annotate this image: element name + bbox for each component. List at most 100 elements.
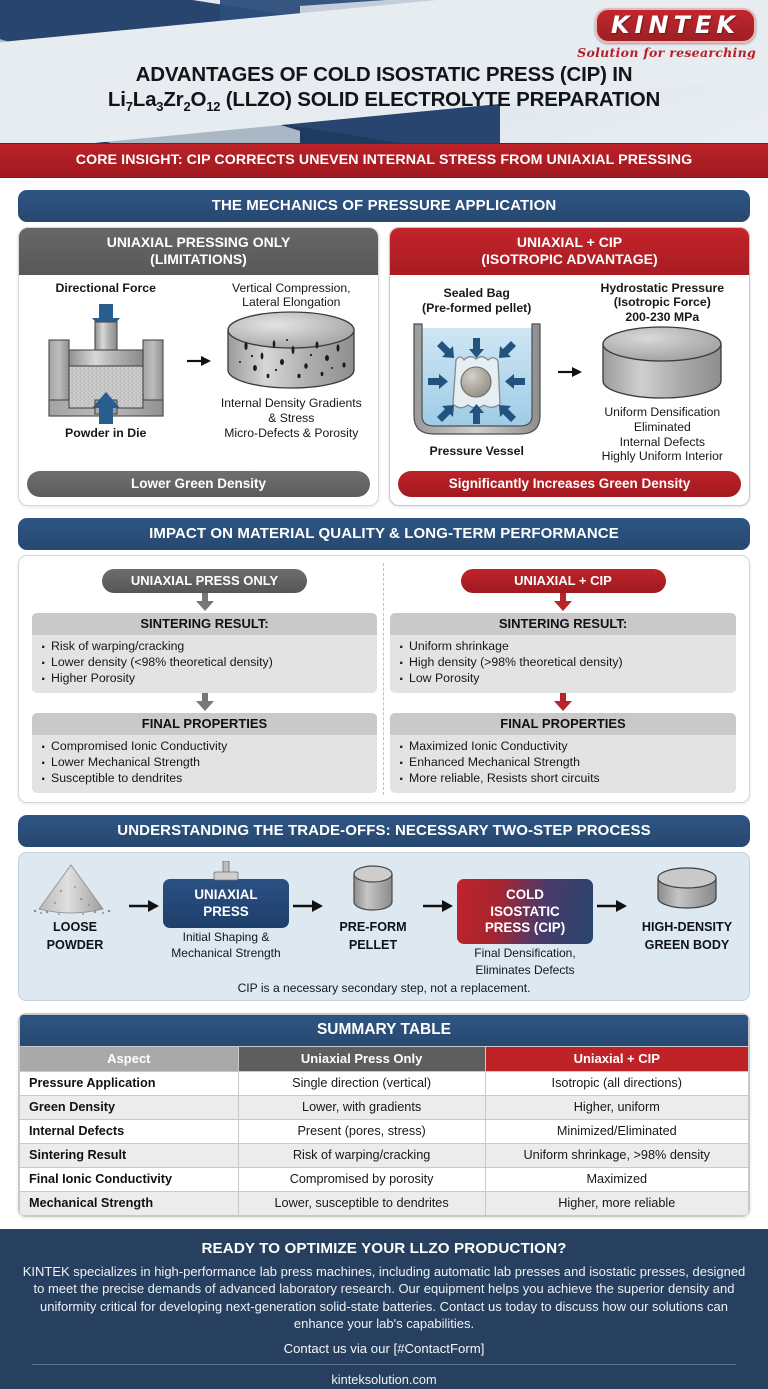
sintering-result-header-left: SINTERING RESULT: [32, 613, 377, 636]
uniform-densification-line4: Highly Uniform Interior [601, 449, 723, 464]
uniaxial-cip-header-line2: (ISOTROPIC ADVANTAGE) [481, 250, 658, 267]
cta-title: READY TO OPTIMIZE YOUR LLZO PRODUCTION? [201, 1240, 567, 1258]
micro-defects-line: Micro-Defects & Porosity [224, 426, 359, 441]
impact-col-uniaxial: UNIAXIAL PRESS ONLY SINTERING RESULT: Ri… [26, 563, 384, 796]
impact-col-cip: UNIAXIAL + CIP SINTERING RESULT: Uniform… [384, 563, 742, 795]
final-properties-header-left: FINAL PROPERTIES [32, 713, 377, 736]
hydrostatic-pressure-line1: Hydrostatic Pressure [600, 280, 725, 295]
die-press-diagram-wrap: Directional Force [25, 281, 186, 441]
table-cell-uniaxial: Risk of warping/cracking [237, 1143, 486, 1169]
uniform-densification-line2: Eliminated [633, 419, 691, 434]
powder-in-die-label: Powder in Die [65, 425, 147, 440]
uniaxial-press-box[interactable]: UNIAXIAL PRESS [163, 879, 289, 928]
flow-step-uniaxial-press: UNIAXIAL PRESS Initial Shaping & Mechani… [163, 861, 289, 960]
pressure-vessel-icon [396, 316, 557, 444]
green-body-icon-wrap [631, 861, 743, 917]
summary-table-header-row: Aspect Uniaxial Press Only Uniaxial + CI… [19, 1046, 749, 1073]
summary-table-wrap: SUMMARY TABLE Aspect Uniaxial Press Only… [18, 1013, 750, 1218]
sealed-bag-line1: Sealed Bag [443, 286, 510, 301]
impact-section-title: IMPACT ON MATERIAL QUALITY & LONG-TERM P… [18, 518, 750, 551]
density-gradient-line2: & Stress [268, 411, 315, 426]
uniaxial-only-header-line2: (LIMITATIONS) [150, 250, 247, 267]
final-properties-box-right: FINAL PROPERTIES Maximized Ionic Conduct… [390, 713, 736, 794]
process-section: UNDERSTANDING THE TRADE-OFFS: NECESSARY … [18, 815, 750, 1002]
list-item: High density (>98% theoretical density) [399, 655, 729, 672]
table-cell-uniaxial: Lower, susceptible to dendrites [237, 1191, 486, 1217]
title-line-2-rest: (LLZO) SOLID ELECTROLYTE PREPARATION [225, 88, 661, 112]
table-row: Pressure Application Single direction (v… [19, 1071, 749, 1097]
page-header: KINTEK Solution for researching ADVANTAG… [0, 0, 768, 143]
table-cell-cip: Maximized [484, 1167, 749, 1193]
sintering-result-box-right: SINTERING RESULT: Uniform shrinkage High… [390, 613, 736, 694]
footer-url[interactable]: kinteksolution.com [331, 1372, 437, 1388]
cta-body: KINTEK specializes in high-performance l… [22, 1264, 746, 1331]
preform-pellet-icon-wrap [327, 861, 419, 917]
arrow-down-icon [195, 593, 214, 612]
arrow-right-icon [293, 900, 323, 913]
cta-contact-link[interactable]: Contact us via our [#ContactForm] [283, 1341, 485, 1357]
cip-box-line2: ISOSTATIC [490, 903, 560, 919]
list-item: Risk of warping/cracking [41, 639, 370, 656]
logo-wordmark: KINTEK [611, 11, 740, 39]
die-press-icon [25, 296, 186, 426]
cip-box-line3: PRESS (CIP) [484, 919, 566, 935]
uniaxial-only-card: UNIAXIAL PRESSING ONLY (LIMITATIONS) Dir… [18, 227, 379, 507]
table-cell-aspect: Green Density [19, 1095, 239, 1121]
sintering-result-header-right: SINTERING RESULT: [390, 613, 736, 636]
sintering-result-box-left: SINTERING RESULT: Risk of warping/cracki… [32, 613, 377, 694]
arrow-right-icon [186, 355, 211, 366]
flow-step-preform-pellet: PRE-FORM PELLET [327, 861, 419, 953]
arrow-down-icon [554, 593, 572, 612]
formula-li-n: 7 [125, 99, 133, 115]
density-gradient-line1: Internal Density Gradients [220, 396, 362, 411]
formula-la: La [132, 88, 157, 112]
list-item: Susceptible to dendrites [41, 771, 370, 788]
cip-sub-2: Eliminates Defects [475, 962, 575, 977]
final-properties-list-right: Maximized Ionic Conductivity Enhanced Me… [390, 735, 736, 793]
process-section-title: UNDERSTANDING THE TRADE-OFFS: NECESSARY … [18, 815, 750, 848]
process-arrow-2 [293, 861, 323, 913]
summary-table-title: SUMMARY TABLE [19, 1014, 749, 1048]
title-line-1: ADVANTAGES OF COLD ISOSTATIC PRESS (CIP)… [135, 63, 633, 86]
uniform-densification-line3: Internal Defects [619, 434, 705, 449]
uniaxial-cip-header-line1: UNIAXIAL + CIP [516, 234, 623, 250]
process-flow-note: CIP is a necessary secondary step, not a… [237, 981, 531, 996]
table-row: Internal Defects Present (pores, stress)… [19, 1119, 749, 1145]
final-properties-box-left: FINAL PROPERTIES Compromised Ionic Condu… [32, 713, 377, 794]
process-flow-row: LOOSE POWDER [25, 861, 743, 977]
flow-step-cip: COLD ISOSTATIC PRESS (CIP) Final Densifi… [457, 861, 593, 977]
vertical-compression-line1: Vertical Compression, [232, 280, 351, 295]
formula-la-n: 3 [156, 99, 164, 115]
logo-tagline: Solution for researching [577, 45, 756, 60]
arrow-right-icon [597, 900, 627, 913]
kintek-logo[interactable]: KINTEK Solution for researching [570, 8, 756, 60]
arrow-down-icon [554, 693, 572, 712]
final-properties-list-left: Compromised Ionic Conductivity Lower Mec… [32, 735, 377, 793]
logo-badge: KINTEK [595, 8, 756, 43]
lower-green-density-badge: Lower Green Density [27, 471, 370, 498]
flow-label-preform-2: PELLET [348, 938, 398, 953]
formula-o-n: 12 [206, 99, 221, 115]
table-cell-aspect: Mechanical Strength [19, 1191, 239, 1217]
table-cell-uniaxial: Present (pores, stress) [237, 1119, 486, 1145]
table-row: Final Ionic Conductivity Compromised by … [19, 1167, 749, 1193]
table-cell-cip: Higher, uniform [484, 1095, 749, 1121]
sealed-bag-line2: (Pre-formed pellet) [422, 301, 532, 316]
cip-flow-arrow [557, 365, 582, 379]
table-cell-uniaxial: Compromised by porosity [237, 1167, 486, 1193]
arrow-right-icon [129, 900, 159, 913]
formula-zr: Zr [163, 88, 184, 112]
press-ram-icon [213, 861, 239, 881]
vertical-compression-line2: Lateral Elongation [242, 295, 341, 310]
uniaxial-press-box-line2: PRESS [203, 903, 249, 919]
uniform-pellet-svg [602, 326, 722, 399]
cip-sub-1: Final Densification, [474, 946, 576, 961]
core-insight-banner: CORE INSIGHT: CIP CORRECTS UNEVEN INTERN… [0, 143, 768, 178]
cip-box[interactable]: COLD ISOSTATIC PRESS (CIP) [457, 879, 593, 945]
final-properties-header-right: FINAL PROPERTIES [390, 713, 736, 736]
summary-table: SUMMARY TABLE Aspect Uniaxial Press Only… [19, 1014, 749, 1217]
uniaxial-press-box-line1: UNIAXIAL [194, 887, 258, 903]
cip-box-line1: COLD [506, 887, 544, 903]
cta-footer: READY TO OPTIMIZE YOUR LLZO PRODUCTION? … [0, 1229, 768, 1389]
table-cell-uniaxial: Lower, with gradients [237, 1095, 486, 1121]
